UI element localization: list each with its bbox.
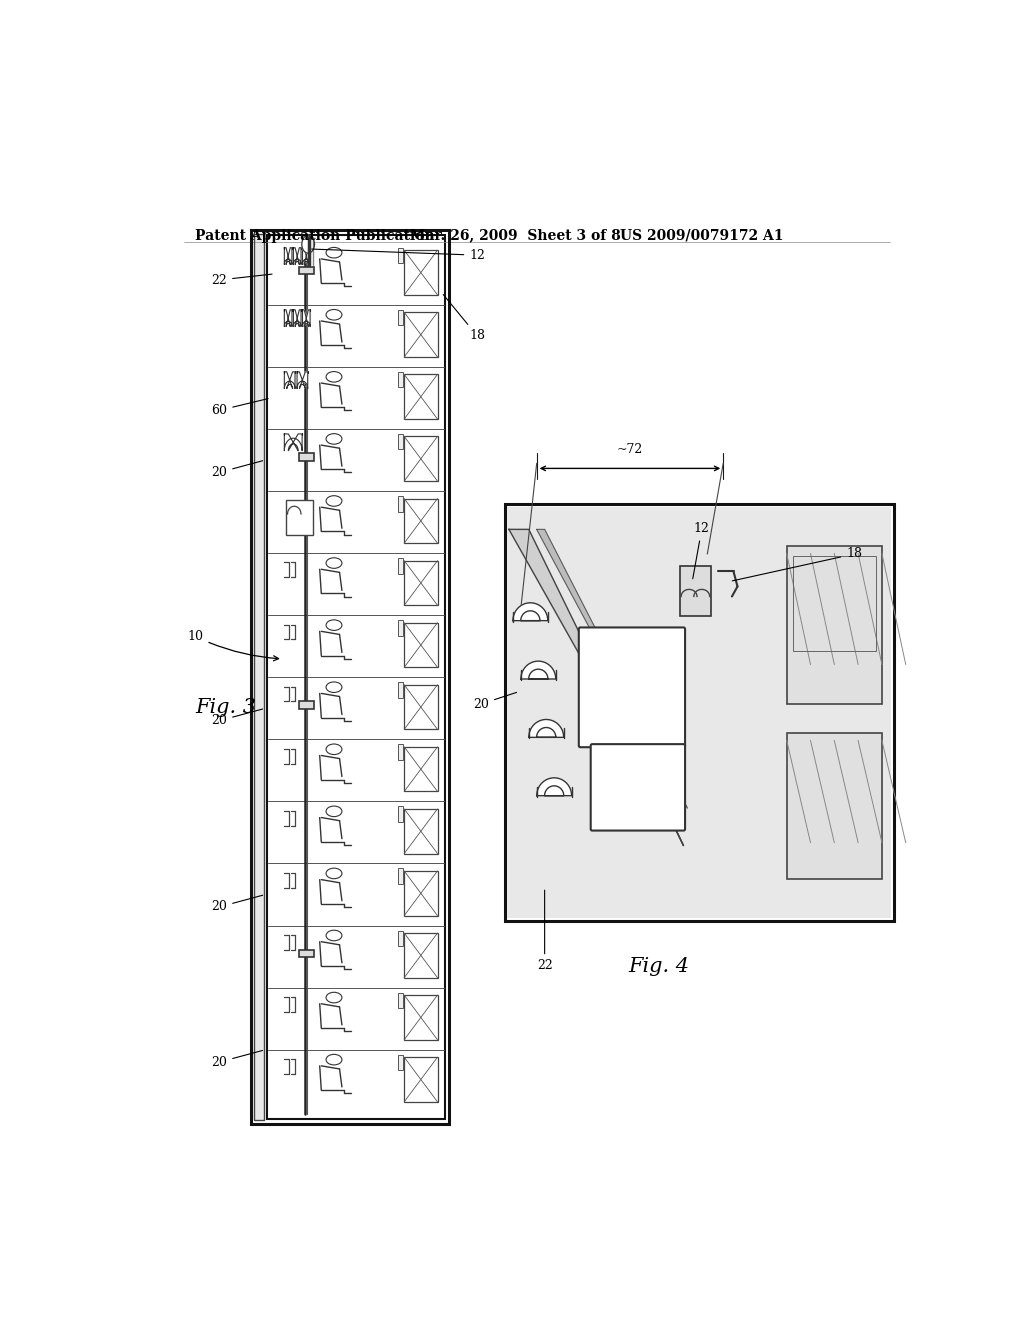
Bar	[786, 545, 882, 704]
FancyBboxPatch shape	[579, 627, 685, 747]
Bar	[397, 807, 403, 822]
Text: 22: 22	[211, 273, 272, 286]
Polygon shape	[521, 661, 556, 678]
Ellipse shape	[326, 558, 342, 569]
Ellipse shape	[326, 807, 342, 817]
Bar	[404, 623, 437, 668]
Bar	[404, 809, 437, 854]
Bar	[397, 931, 403, 946]
Ellipse shape	[326, 620, 342, 631]
Bar	[299, 701, 314, 709]
Ellipse shape	[326, 869, 342, 879]
Polygon shape	[285, 310, 292, 326]
Bar	[254, 234, 264, 1119]
Polygon shape	[285, 248, 292, 264]
Ellipse shape	[326, 931, 342, 941]
Bar	[397, 682, 403, 698]
Bar	[254, 234, 264, 1119]
Bar	[397, 1055, 403, 1071]
Polygon shape	[285, 372, 295, 388]
Bar	[404, 871, 437, 916]
Bar	[404, 499, 437, 544]
Bar	[299, 267, 314, 275]
Ellipse shape	[326, 247, 342, 257]
Bar	[397, 869, 403, 884]
Polygon shape	[537, 777, 571, 796]
Ellipse shape	[326, 309, 342, 319]
Bar	[397, 310, 403, 325]
Polygon shape	[297, 372, 307, 388]
Text: 22: 22	[537, 890, 553, 973]
Text: 18: 18	[732, 548, 862, 581]
Bar	[397, 434, 403, 450]
Bar	[251, 230, 450, 1123]
Ellipse shape	[326, 371, 342, 381]
Text: 10: 10	[187, 630, 279, 661]
Bar	[404, 561, 437, 606]
Text: 12: 12	[311, 248, 485, 261]
Bar	[404, 933, 437, 978]
Ellipse shape	[326, 1055, 342, 1065]
Polygon shape	[302, 235, 314, 253]
Bar	[397, 744, 403, 760]
Text: Fig. 3: Fig. 3	[196, 698, 256, 717]
Text: 20: 20	[473, 693, 516, 710]
Bar	[793, 556, 876, 651]
Bar	[404, 1057, 437, 1102]
Bar	[397, 558, 403, 574]
Text: 20: 20	[211, 895, 262, 913]
Bar	[404, 995, 437, 1040]
Bar	[404, 747, 437, 792]
Ellipse shape	[326, 496, 342, 507]
Bar	[397, 993, 403, 1008]
Text: Patent Application Publication: Patent Application Publication	[196, 228, 435, 243]
Bar	[299, 950, 314, 957]
Polygon shape	[294, 248, 301, 264]
Polygon shape	[537, 529, 687, 808]
Polygon shape	[509, 529, 684, 846]
Bar	[397, 372, 403, 387]
Text: Mar. 26, 2009  Sheet 3 of 8: Mar. 26, 2009 Sheet 3 of 8	[410, 228, 621, 243]
Text: 20: 20	[211, 1051, 262, 1069]
Bar	[786, 733, 882, 879]
Bar	[299, 453, 314, 461]
Bar	[397, 248, 403, 263]
Polygon shape	[302, 310, 310, 326]
Bar	[404, 251, 437, 294]
Text: US 2009/0079172 A1: US 2009/0079172 A1	[620, 228, 783, 243]
Ellipse shape	[326, 434, 342, 445]
Bar	[404, 313, 437, 356]
Bar	[404, 437, 437, 480]
Text: Fig. 4: Fig. 4	[628, 957, 689, 975]
Ellipse shape	[326, 993, 342, 1003]
Bar	[680, 566, 712, 616]
Bar	[397, 620, 403, 636]
Bar	[397, 496, 403, 512]
Polygon shape	[513, 603, 548, 620]
Ellipse shape	[326, 744, 342, 755]
Text: 60: 60	[211, 399, 268, 417]
FancyBboxPatch shape	[591, 744, 685, 830]
Polygon shape	[285, 434, 302, 450]
Polygon shape	[294, 310, 301, 326]
Bar	[267, 235, 445, 1119]
Bar	[404, 685, 437, 730]
Text: 12: 12	[693, 523, 710, 578]
Polygon shape	[302, 248, 310, 264]
Text: 20: 20	[211, 709, 262, 727]
Text: 20: 20	[211, 461, 262, 479]
Bar	[286, 500, 313, 535]
Text: ~72: ~72	[616, 444, 643, 457]
Bar	[404, 375, 437, 418]
Bar	[507, 507, 892, 917]
Bar	[251, 230, 450, 1123]
Polygon shape	[528, 719, 563, 738]
Text: 18: 18	[443, 294, 485, 342]
Ellipse shape	[326, 682, 342, 693]
Bar	[505, 504, 894, 921]
